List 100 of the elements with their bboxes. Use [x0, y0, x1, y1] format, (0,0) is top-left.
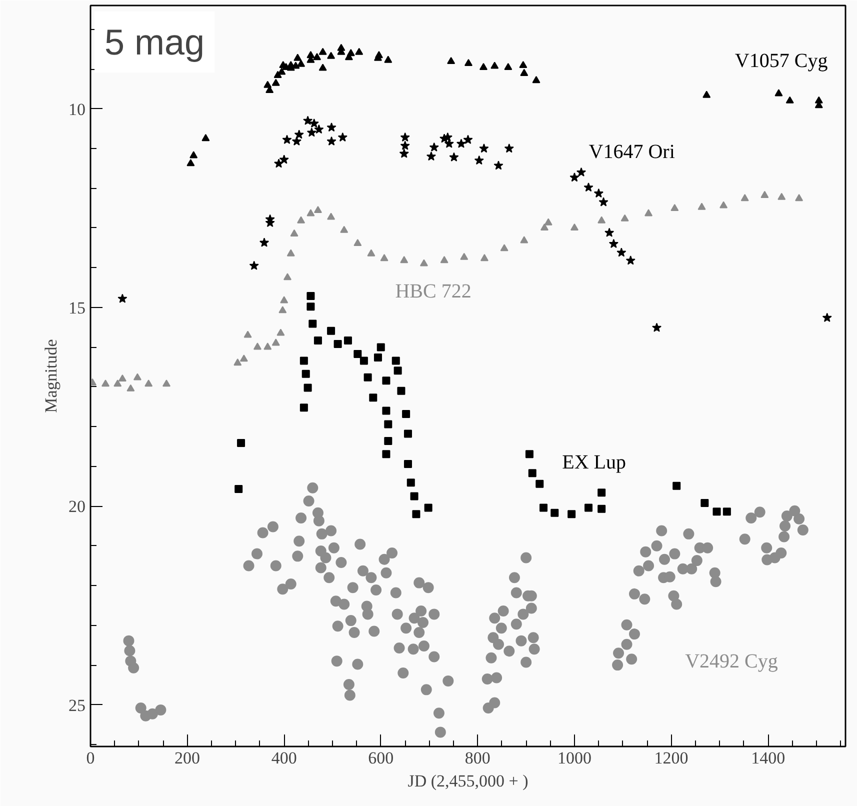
point	[814, 96, 823, 104]
point	[297, 60, 306, 67]
point	[234, 485, 243, 494]
point	[300, 404, 308, 412]
point	[712, 508, 721, 516]
point	[570, 172, 580, 182]
point	[594, 188, 604, 198]
y-axis-title: Magnitude	[42, 339, 60, 413]
point	[460, 252, 468, 260]
point	[480, 254, 488, 262]
point	[118, 374, 126, 382]
point	[584, 182, 594, 192]
point	[504, 62, 512, 70]
point	[397, 386, 406, 395]
y-tick-label: 10	[68, 100, 86, 119]
point	[297, 216, 306, 224]
point	[303, 116, 313, 125]
point	[354, 350, 362, 358]
point	[500, 244, 508, 252]
point	[598, 216, 606, 224]
point	[114, 380, 122, 387]
point	[326, 136, 336, 146]
point	[162, 380, 170, 387]
point	[616, 248, 626, 257]
point	[306, 302, 315, 311]
point	[474, 155, 484, 165]
annotation: 5 mag	[104, 22, 205, 62]
point	[290, 229, 298, 236]
point	[264, 80, 272, 88]
point	[456, 138, 466, 148]
point	[327, 326, 336, 335]
point	[309, 118, 319, 128]
point	[265, 214, 275, 224]
point	[144, 380, 153, 387]
y-tick-label: 15	[68, 298, 86, 318]
point	[598, 197, 608, 206]
point	[346, 49, 355, 56]
point	[384, 436, 392, 445]
point	[264, 342, 272, 350]
point	[326, 122, 336, 132]
point	[463, 134, 473, 144]
point	[318, 64, 327, 71]
point	[294, 130, 304, 139]
point	[626, 256, 636, 265]
point	[400, 256, 408, 264]
point	[286, 249, 295, 256]
point	[532, 76, 540, 84]
point	[426, 151, 436, 161]
point	[384, 56, 392, 63]
point	[318, 48, 327, 55]
point	[520, 68, 528, 76]
point	[272, 338, 280, 346]
point	[367, 249, 376, 256]
x-tick-label: 1200	[654, 748, 688, 768]
point	[344, 336, 352, 344]
point	[404, 460, 412, 468]
point	[327, 52, 336, 59]
point	[306, 128, 316, 137]
point	[369, 394, 378, 402]
point	[644, 209, 653, 216]
point	[274, 158, 284, 168]
point	[720, 201, 728, 208]
point	[576, 167, 586, 177]
point	[382, 376, 390, 385]
point	[400, 132, 410, 142]
point	[384, 420, 392, 428]
point	[283, 273, 292, 280]
point	[412, 510, 420, 518]
series-label: EX Lup	[562, 452, 626, 474]
point	[822, 312, 832, 322]
point	[334, 340, 342, 348]
point	[234, 358, 242, 366]
point	[237, 438, 246, 447]
point	[402, 410, 410, 418]
point	[244, 330, 252, 338]
point	[598, 488, 606, 497]
point	[504, 144, 514, 153]
point	[608, 238, 618, 248]
point	[444, 138, 454, 148]
point	[544, 218, 552, 226]
y-tick-label: 20	[68, 497, 86, 516]
point	[568, 510, 576, 518]
point	[520, 236, 528, 244]
point	[604, 228, 614, 237]
point	[700, 498, 709, 507]
text: V2492 Cyg	[685, 650, 778, 672]
point	[272, 78, 280, 86]
point	[337, 44, 346, 51]
point	[536, 480, 544, 488]
point	[202, 134, 210, 142]
y-tick-label: 25	[68, 696, 86, 715]
point	[786, 96, 794, 104]
point	[313, 53, 321, 60]
point	[314, 124, 324, 134]
point	[306, 51, 315, 58]
point	[280, 296, 288, 304]
x-axis-title: JD (2,455,000 + )	[408, 772, 528, 790]
point	[259, 238, 270, 247]
point	[525, 450, 534, 458]
point	[360, 356, 368, 365]
